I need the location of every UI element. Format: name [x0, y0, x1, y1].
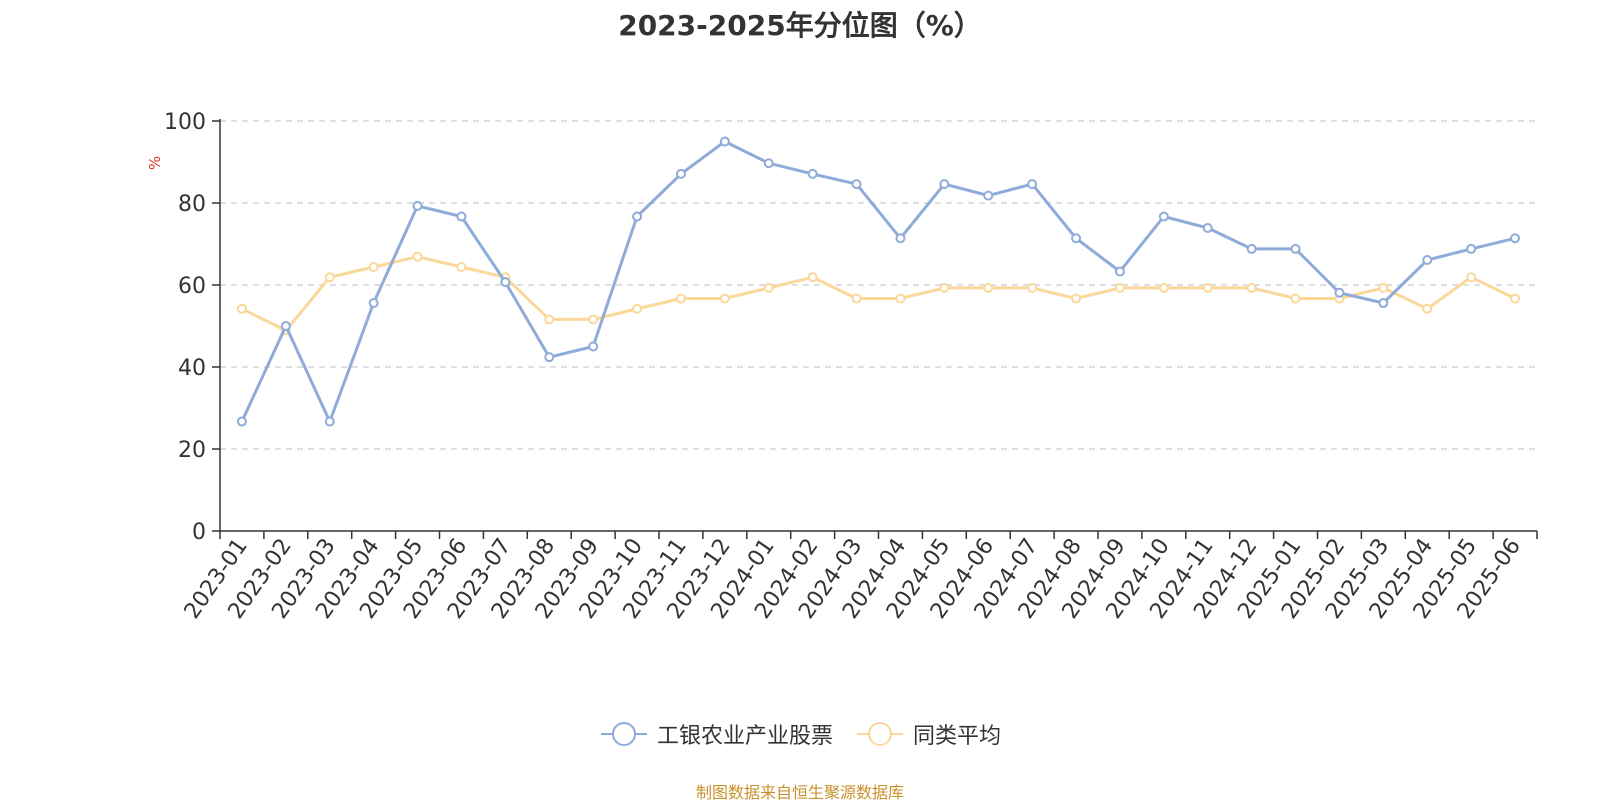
grid-lines — [220, 120, 1537, 450]
series-2-point-2023-11 — [675, 293, 686, 304]
series-2-point-2023-04 — [368, 261, 379, 272]
y-tick-label-40: 40 — [178, 356, 206, 381]
series-line-2 — [241, 255, 1516, 332]
legend-label-series-1: 工银农业产业股票 — [656, 724, 833, 749]
legend-item-series-1[interactable]: 工银农业产业股票 — [599, 718, 833, 750]
series-2-point-2025-06 — [1510, 293, 1521, 304]
series-lines — [236, 136, 1521, 427]
series-1-point-2024-01 — [763, 158, 774, 169]
series-1-point-2023-11 — [675, 168, 686, 179]
series-1-point-2023-09 — [588, 341, 599, 352]
y-tick-label-100: 100 — [164, 110, 206, 135]
series-1-point-2024-11 — [1202, 223, 1213, 234]
y-tick-label-20: 20 — [178, 438, 206, 463]
series-2-point-2024-02 — [807, 272, 818, 283]
series-1-point-2023-03 — [324, 416, 335, 427]
series-1-point-2023-10 — [632, 211, 643, 222]
series-1-point-2025-02 — [1334, 287, 1345, 298]
series-1-point-2023-08 — [544, 352, 555, 363]
series-2-point-2024-01 — [763, 282, 774, 293]
series-1-point-2023-07 — [500, 277, 511, 288]
series-1-point-2025-05 — [1466, 243, 1477, 254]
series-2-point-2023-08 — [544, 314, 555, 325]
chart-title: 2023-2025年分位图（%） — [618, 9, 982, 42]
series-1-point-2024-05 — [939, 179, 950, 190]
series-1-point-2024-10 — [1158, 211, 1169, 222]
y-tick-label-80: 80 — [178, 192, 206, 217]
series-2-point-2025-04 — [1422, 303, 1433, 314]
series-1-point-2025-06 — [1510, 233, 1521, 244]
series-1-point-2023-01 — [236, 416, 247, 427]
series-line-1 — [240, 140, 1516, 423]
legend-label-series-2: 同类平均 — [913, 724, 1002, 749]
y-tick-label-60: 60 — [178, 274, 206, 299]
series-2-point-2024-07 — [1027, 282, 1038, 293]
y-axis-label: % — [146, 156, 164, 170]
series-2-point-2024-09 — [1114, 282, 1125, 293]
series-2-point-2023-01 — [236, 303, 247, 314]
series-1-point-2024-03 — [851, 179, 862, 190]
series-2-point-2024-11 — [1202, 282, 1213, 293]
series-2-point-2023-10 — [632, 303, 643, 314]
series-1-point-2023-04 — [368, 298, 379, 309]
series-1-point-2024-12 — [1246, 243, 1257, 254]
series-1-point-2024-09 — [1114, 266, 1125, 277]
series-1-point-2024-02 — [807, 168, 818, 179]
series-2-point-2023-09 — [588, 314, 599, 325]
series-1-point-2023-05 — [412, 200, 423, 211]
series-2-point-2024-10 — [1158, 282, 1169, 293]
series-2-point-2024-04 — [895, 293, 906, 304]
series-1-point-2024-06 — [983, 190, 994, 201]
series-1-point-2025-01 — [1290, 243, 1301, 254]
series-1-point-2023-12 — [719, 136, 730, 147]
series-2-point-2024-08 — [1071, 293, 1082, 304]
legend-item-series-2[interactable]: 同类平均 — [855, 718, 1001, 750]
series-1-point-2025-03 — [1378, 298, 1389, 309]
series-2-point-2023-05 — [412, 251, 423, 262]
series-2-point-2024-05 — [939, 282, 950, 293]
source-note: 制图数据来自恒生聚源数据库 — [695, 783, 904, 802]
series-2-point-2024-06 — [983, 282, 994, 293]
legend-swatch-series-2 — [857, 722, 903, 746]
series-1-point-2023-06 — [456, 211, 467, 222]
series-1-point-2024-04 — [895, 233, 906, 244]
series-1-point-2023-02 — [280, 321, 291, 331]
series-2-point-2024-12 — [1246, 282, 1257, 293]
series-1-point-2025-04 — [1422, 254, 1433, 265]
series-1-point-2024-08 — [1071, 233, 1082, 244]
series-2-point-2023-06 — [456, 261, 467, 272]
y-tick-label-0: 0 — [192, 520, 206, 545]
series-1-point-2024-07 — [1027, 179, 1038, 190]
legend: 工银农业产业股票 同类平均 — [0, 718, 1600, 750]
legend-swatch-series-1 — [600, 722, 647, 746]
series-2-point-2025-05 — [1466, 272, 1477, 283]
series-2-point-2023-12 — [719, 293, 730, 304]
series-2-point-2025-03 — [1378, 282, 1389, 293]
series-2-point-2025-01 — [1290, 293, 1301, 304]
series-2-point-2024-03 — [851, 293, 862, 304]
series-2-point-2023-03 — [324, 272, 335, 283]
